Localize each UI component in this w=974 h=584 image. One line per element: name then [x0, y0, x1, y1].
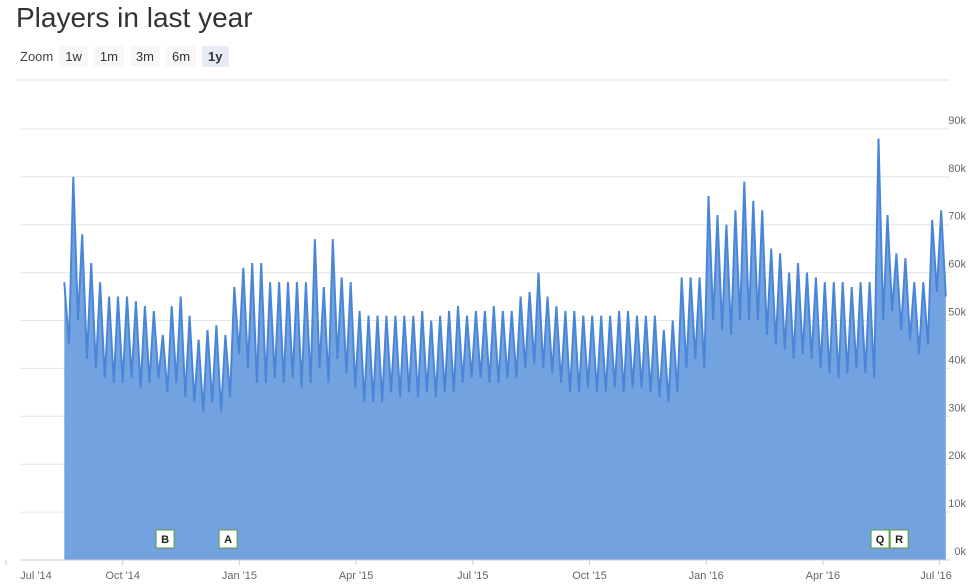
- flag-box: [889, 529, 909, 549]
- x-tick-label: Jan '16: [689, 570, 724, 582]
- x-tick-label: Jul '16: [920, 570, 951, 582]
- flag-label: Q: [876, 534, 885, 546]
- flag-label: B: [161, 534, 169, 546]
- flag: Q: [870, 529, 890, 549]
- zoom-button[interactable]: 1y: [202, 46, 229, 67]
- zoom-button[interactable]: 1m: [93, 46, 124, 67]
- y-tick-label: 50k: [948, 307, 966, 319]
- flag-box: [218, 529, 238, 549]
- x-tick-label: Jul '14: [20, 570, 51, 582]
- flag: B: [155, 529, 175, 549]
- x-tick-label: Oct '15: [572, 570, 607, 582]
- x-tick-label: Oct '14: [105, 570, 140, 582]
- zoom-button[interactable]: 3m: [129, 46, 160, 67]
- y-tick-label: 80k: [948, 163, 966, 175]
- x-tick-label: Jul '15: [457, 570, 488, 582]
- flag-label: R: [895, 534, 903, 546]
- zoom-label: Zoom: [20, 49, 54, 64]
- flag-label: A: [224, 534, 232, 546]
- x-tick-label: Apr '15: [339, 570, 374, 582]
- area-line: [63, 138, 947, 412]
- flag: R: [889, 529, 909, 549]
- flag-box: [870, 529, 890, 549]
- y-tick-label: 10k: [948, 498, 966, 510]
- x-tick-label: Jan '15: [222, 570, 257, 582]
- y-tick-label: 0k: [954, 546, 966, 558]
- y-tick-label: 60k: [948, 259, 966, 271]
- y-tick-label: 70k: [948, 211, 966, 223]
- x-tick-label: Apr '16: [806, 570, 841, 582]
- chart-title: Players in last year: [16, 2, 253, 33]
- zoom-button[interactable]: 1w: [59, 46, 88, 67]
- y-tick-label: 40k: [948, 354, 966, 366]
- y-tick-label: 90k: [948, 115, 966, 127]
- flag: A: [218, 529, 238, 549]
- y-tick-label: 30k: [948, 402, 966, 414]
- flag-box: [155, 529, 175, 549]
- zoom-button[interactable]: 6m: [165, 46, 197, 67]
- zoom-bar: Zoom 1w 1m 3m 6m 1y: [20, 46, 229, 67]
- y-tick-label: 20k: [948, 450, 966, 462]
